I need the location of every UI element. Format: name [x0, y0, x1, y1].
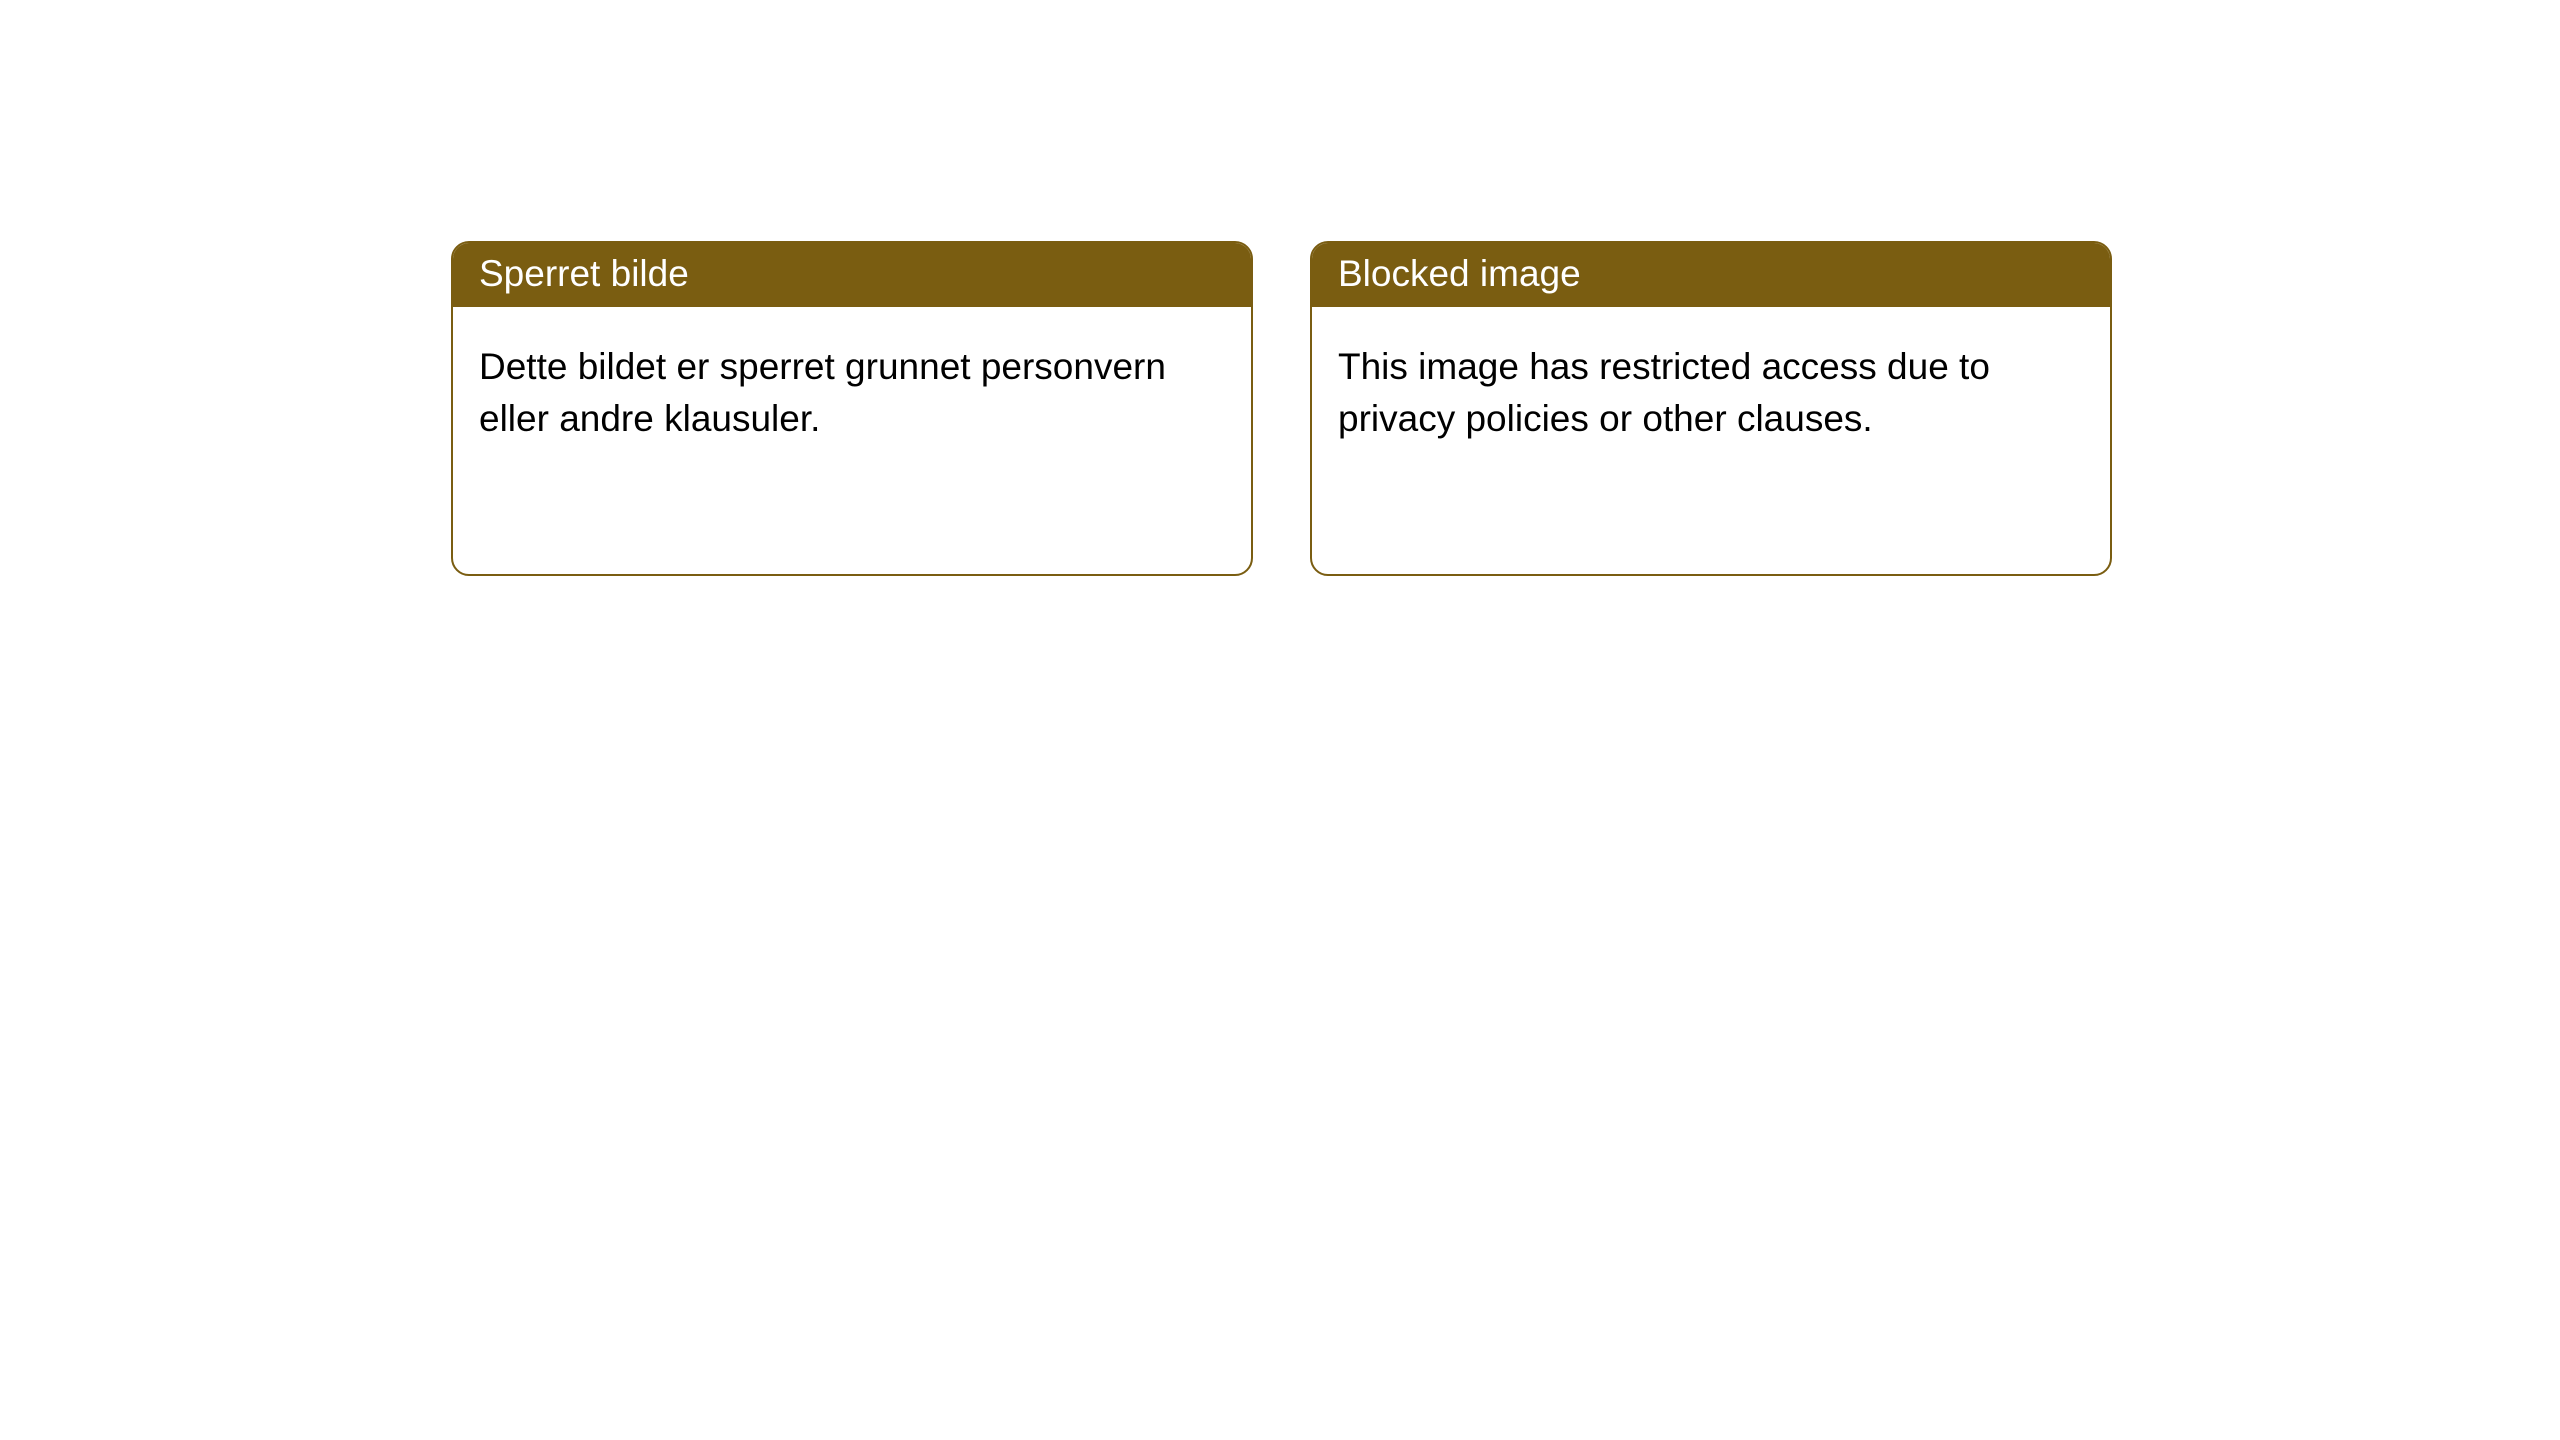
notice-body-text: This image has restricted access due to …	[1338, 346, 1990, 439]
notice-body: This image has restricted access due to …	[1312, 307, 2110, 471]
notice-header: Sperret bilde	[453, 243, 1251, 307]
notice-header: Blocked image	[1312, 243, 2110, 307]
notice-title: Sperret bilde	[479, 253, 689, 294]
notice-body: Dette bildet er sperret grunnet personve…	[453, 307, 1251, 471]
notice-card-english: Blocked image This image has restricted …	[1310, 241, 2112, 576]
notice-title: Blocked image	[1338, 253, 1581, 294]
notice-body-text: Dette bildet er sperret grunnet personve…	[479, 346, 1166, 439]
notice-card-norwegian: Sperret bilde Dette bildet er sperret gr…	[451, 241, 1253, 576]
notice-cards-container: Sperret bilde Dette bildet er sperret gr…	[451, 241, 2560, 576]
